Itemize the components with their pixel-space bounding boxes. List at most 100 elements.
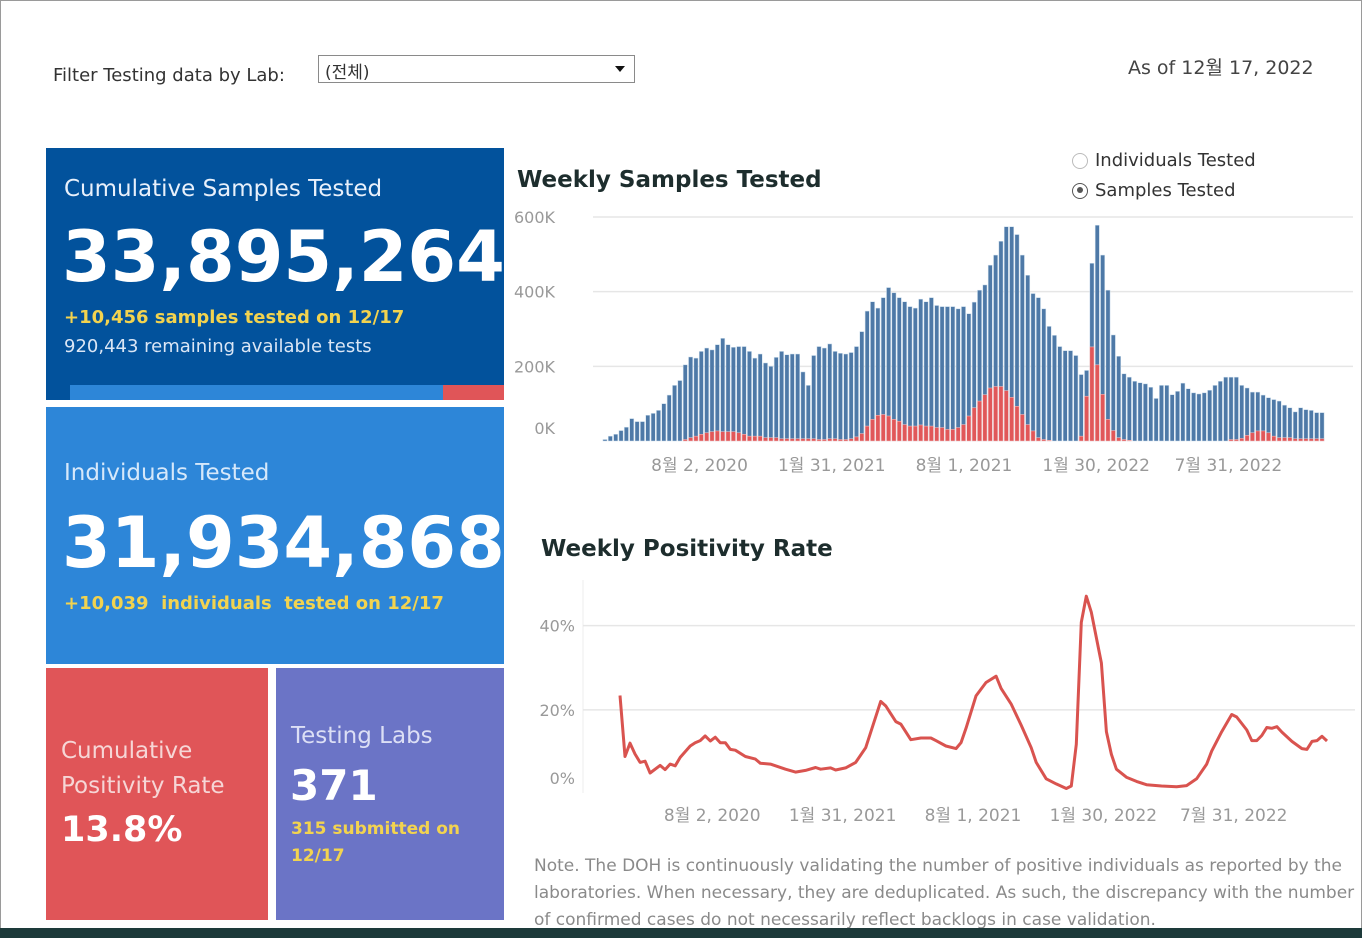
card-title: Individuals Tested [64,460,270,486]
bar-positive [709,431,715,442]
bar-total [1025,274,1031,442]
bar-total [832,351,838,442]
bar-total [682,364,688,442]
bar-total [859,331,865,442]
bar-total [634,421,640,442]
bar-positive [1319,438,1325,442]
bar-total [1148,386,1154,442]
remaining-tests: 920,443 remaining available tests [64,336,372,357]
bar-total [688,356,693,442]
bar-total [1020,254,1025,442]
x-tick-label: 7월 31, 2022 [1180,806,1288,826]
bar-positive [843,439,849,442]
bar-positive [859,433,865,442]
bar-positive [982,394,988,442]
bar-total [1207,389,1212,442]
individuals-delta: +10,039 individuals tested on 12/17 [64,593,444,614]
bar-total [795,353,800,442]
dropdown-arrow-icon [615,66,625,72]
bar-positive [1046,440,1052,442]
bar-positive [838,439,843,442]
progress-fill [70,385,444,400]
bar-positive [832,438,838,442]
bar-total [1244,387,1250,442]
bar-positive [747,435,752,442]
bar-positive [939,427,945,442]
toggle-individuals-tested[interactable]: Individuals Tested [1072,150,1256,171]
bar-positive [736,432,742,442]
bar-positive [715,430,720,442]
positivity-value: 13.8% [61,810,183,850]
bar-positive [827,438,833,442]
bar-total [913,307,918,442]
bar-positive [1276,437,1282,442]
bar-total [1298,407,1303,442]
bar-total [1110,334,1116,442]
bar-total [1276,400,1282,442]
bar-total [1105,289,1111,442]
radio-label: Samples Tested [1095,180,1236,201]
bar-total [768,366,774,442]
bar-total [602,439,608,442]
bar-positive [1314,438,1319,442]
bar-positive [1234,439,1239,442]
toggle-samples-tested[interactable]: Samples Tested [1072,180,1236,201]
bar-total [955,308,961,442]
card-title-line2: Positivity Rate [61,773,225,799]
x-tick-label: 8월 1, 2021 [925,806,1022,826]
bar-positive [1100,394,1105,442]
bar-positive [1260,430,1266,442]
bar-total [1228,376,1234,442]
radio-selected-icon[interactable] [1072,182,1088,199]
bar-total [779,351,784,442]
bar-positive [795,438,800,442]
bar-total [950,306,956,442]
bar-total [693,357,699,442]
bar-positive [1084,395,1089,442]
x-tick-label: 8월 2, 2020 [651,456,748,476]
bar-positive [918,424,924,442]
y-tick-label: 0% [550,769,575,788]
x-tick-label: 8월 1, 2021 [916,456,1013,476]
bar-positive [977,400,982,442]
bar-total [1068,350,1073,442]
bar-total [843,353,849,442]
y-tick-label: 200K [514,357,556,376]
bar-total [661,403,667,442]
bar-positive [1020,414,1025,442]
card-title: Testing Labs [291,723,433,749]
testing-labs-card: Testing Labs 371 315 submitted on 12/17 [276,668,504,920]
bar-positive [731,431,736,442]
bar-positive [688,437,693,442]
bar-positive [1041,439,1047,442]
bar-total [1185,388,1191,442]
bar-total [672,385,677,442]
bar-positive [1036,437,1041,442]
radio-unselected-icon[interactable] [1072,152,1088,169]
bar-total [1212,385,1218,442]
bar-total [608,435,613,442]
bar-total [1271,399,1277,442]
bar-positive [1025,424,1031,442]
bar-total [864,310,870,442]
bar-positive [1244,435,1250,442]
bar-total [1137,382,1143,442]
bar-positive [789,438,795,442]
bar-total [618,430,624,442]
bar-positive [1094,364,1100,442]
bar-total [720,338,726,442]
lab-filter-dropdown[interactable]: (전체) [318,55,635,83]
bar-positive [1239,438,1245,442]
bar-positive [1228,439,1234,442]
bar-total [731,347,736,442]
bar-total [1132,381,1138,442]
bar-positive [864,425,870,442]
bar-positive [907,425,913,442]
bar-total [1164,385,1170,442]
bar-positive [822,439,827,442]
bar-positive [768,437,774,442]
bar-positive [902,424,907,442]
bar-total [934,305,940,442]
footnote: Note. The DOH is continuously validating… [534,856,1355,930]
bar-positive [875,414,881,442]
